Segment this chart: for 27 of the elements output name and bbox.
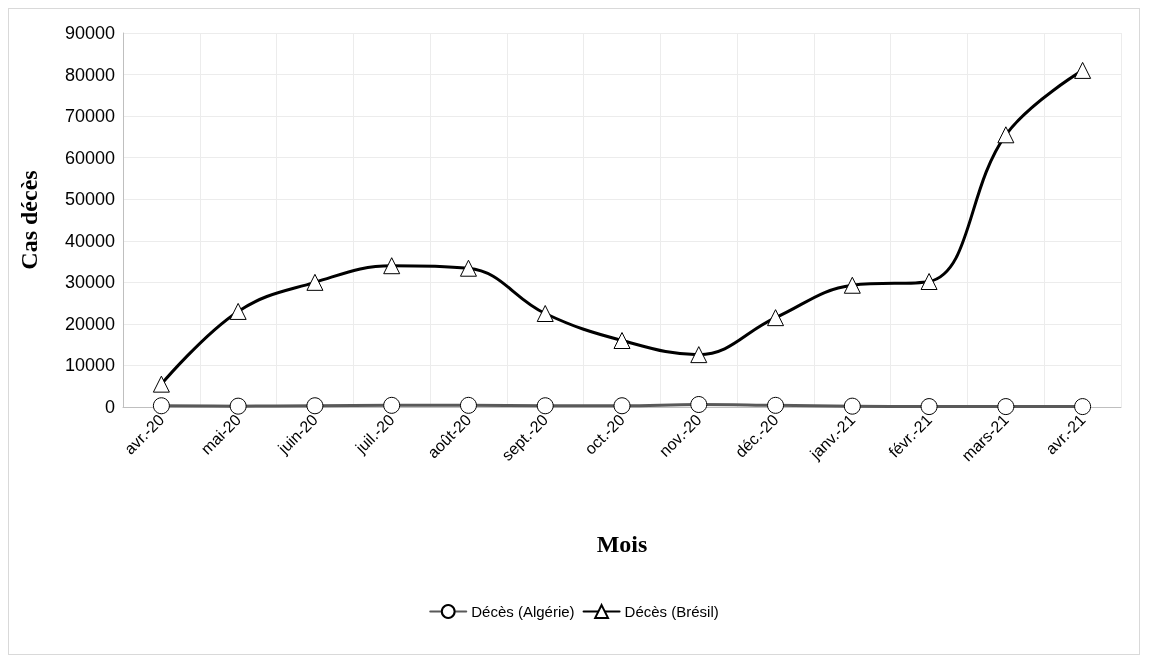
y-tick-label: 10000 [64, 355, 115, 376]
point [152, 375, 170, 393]
y-tick-label: 90000 [64, 23, 115, 43]
y-tick-label: 50000 [64, 189, 115, 210]
point [459, 259, 477, 277]
point [690, 346, 708, 364]
y-axis-title: Cas décès [16, 170, 42, 270]
legend-label: Décès (Brésil) [624, 603, 719, 620]
legend-label: Décès (Algérie) [471, 603, 575, 620]
point [843, 276, 861, 294]
y-tick-label: 30000 [64, 272, 115, 293]
point [383, 257, 401, 275]
point [1074, 61, 1092, 79]
y-tick-label: 80000 [64, 64, 115, 85]
x-axis-title: Mois [596, 531, 648, 557]
point [536, 305, 554, 322]
y-tick-label: 40000 [64, 230, 115, 251]
point [767, 309, 785, 327]
y-tick-label: 70000 [64, 106, 115, 127]
y-tick-label: 20000 [64, 313, 115, 334]
point [229, 302, 247, 320]
point [306, 273, 324, 291]
y-tick-label: 60000 [64, 147, 115, 168]
point [613, 332, 631, 350]
y-tick-label: 0 [104, 397, 115, 417]
point [920, 273, 938, 290]
point [997, 126, 1015, 144]
